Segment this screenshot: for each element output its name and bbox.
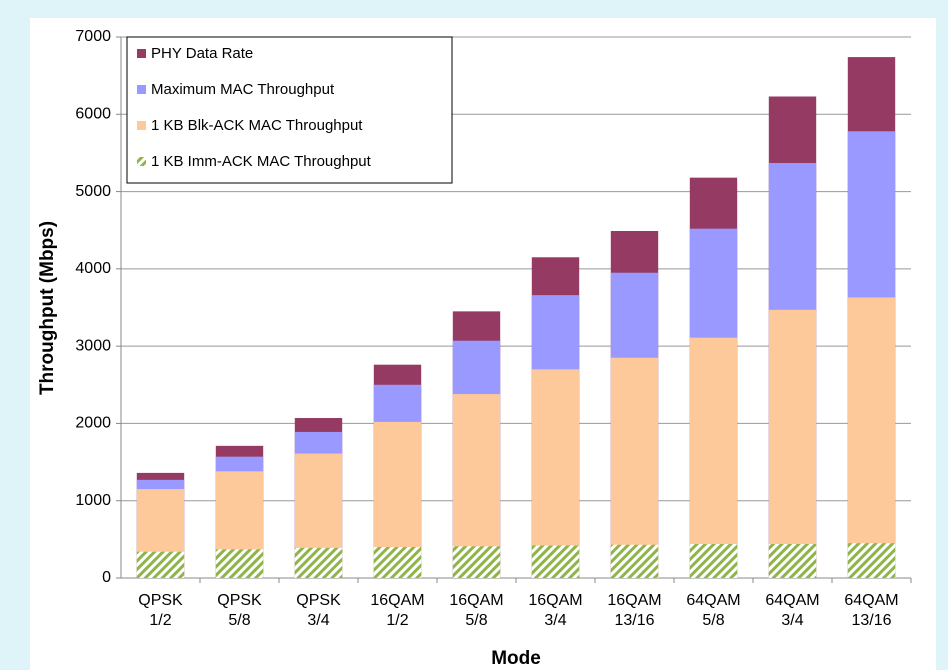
x-tick-label: 16QAM 3/4 <box>528 592 583 629</box>
legend: PHY Data Rate Maximum MAC Throughput 1 KB … <box>126 36 453 184</box>
y-tick-label: 7000 <box>75 28 111 45</box>
bar <box>689 543 738 578</box>
legend-marker <box>137 121 146 130</box>
legend-label: 1 KB Blk-ACK MAC Throughput <box>151 117 363 134</box>
bar <box>768 543 817 578</box>
x-tick-label: 64QAM 13/16 <box>844 592 899 629</box>
bar <box>768 309 817 578</box>
bar <box>215 549 264 578</box>
y-tick-label: 1000 <box>75 492 111 509</box>
x-tick-label: 64QAM 3/4 <box>765 592 820 629</box>
x-tick-label: QPSK 5/8 <box>217 592 262 629</box>
x-tick-label: QPSK 3/4 <box>296 592 341 629</box>
y-tick-label: 4000 <box>75 260 111 277</box>
x-tick-label: 64QAM 5/8 <box>686 592 741 629</box>
bar <box>531 369 580 578</box>
bar <box>847 543 896 578</box>
y-tick-label: 5000 <box>75 183 111 200</box>
bar <box>610 544 659 578</box>
x-tick-label: QPSK 1/2 <box>138 592 183 629</box>
bar <box>610 357 659 578</box>
x-axis-title: Mode <box>491 648 541 669</box>
bar <box>689 337 738 578</box>
x-tick-label: 16QAM 1/2 <box>370 592 425 629</box>
y-axis-title: Throughput (Mbps) <box>37 221 58 395</box>
y-tick-label: 0 <box>102 569 111 586</box>
y-tick-label: 2000 <box>75 415 111 432</box>
y-tick-label: 3000 <box>75 337 111 354</box>
legend-box <box>126 36 453 184</box>
bar <box>847 297 896 578</box>
bar <box>136 551 185 578</box>
legend-marker <box>137 49 146 58</box>
x-tick-label: 16QAM 13/16 <box>607 592 662 629</box>
x-tick-label: 16QAM 5/8 <box>449 592 504 629</box>
legend-marker <box>137 85 146 94</box>
legend-label: Maximum MAC Throughput <box>151 81 335 98</box>
legend-marker <box>137 157 146 166</box>
y-tick-label: 6000 <box>75 106 111 123</box>
bar <box>294 547 343 578</box>
bar <box>373 547 422 578</box>
bar <box>452 546 501 578</box>
bar <box>531 545 580 578</box>
legend-label: PHY Data Rate <box>151 45 253 62</box>
legend-label: 1 KB Imm-ACK MAC Throughput <box>151 153 372 170</box>
